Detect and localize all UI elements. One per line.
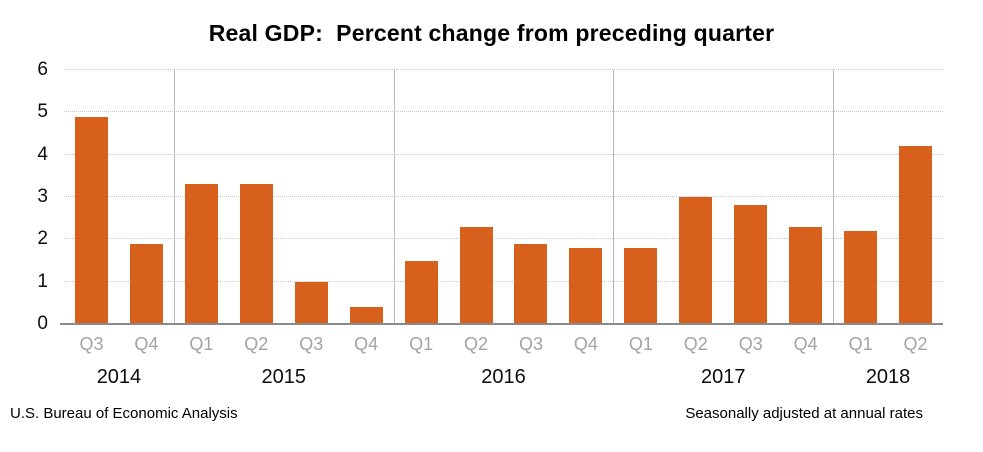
bar-slot (339, 70, 394, 324)
bar-slot (394, 70, 449, 324)
x-tick-label-Q4-2014: Q4 (134, 334, 159, 354)
bar-slot (833, 70, 888, 324)
y-tick-label-1: 1 (37, 270, 48, 292)
x-tick-label-Q3-2015: Q3 (299, 334, 324, 354)
x-tick-label-Q2-2018: Q2 (903, 334, 928, 354)
x-tick-label-Q2-2015: Q2 (244, 334, 269, 354)
gridline-6 (64, 69, 943, 70)
gridline-1 (64, 280, 943, 282)
bar-slot (888, 70, 943, 324)
year-separator (173, 70, 175, 324)
y-tick-label-3: 3 (37, 186, 48, 207)
bar-Q4-2017 (789, 226, 823, 324)
bar-slot (64, 70, 119, 324)
year-label-2016: 2016 (481, 366, 526, 388)
bar-slot (613, 70, 668, 324)
year-label-2015: 2015 (261, 366, 307, 388)
quarter-labels-row: Q3 Q4 Q1 Q2 Q3 Q4 Q1 Q2 Q3 Q4 Q1 Q2 Q3 Q4 Q1 Q2 (64, 334, 943, 355)
y-tick-label-2: 2 (37, 228, 48, 250)
bar-Q4-2014 (129, 243, 163, 324)
x-tick-label-Q1-2017: Q1 (628, 334, 653, 354)
bar-Q1-2016 (404, 260, 438, 324)
x-tick-label-Q1-2016: Q1 (409, 334, 434, 354)
bar-slot (504, 70, 559, 324)
source-note: U.S. Bureau of Economic Analysis (10, 405, 238, 422)
y-tick-label-6: 6 (37, 59, 48, 80)
bar-slot (119, 70, 174, 324)
x-tick-label-Q4-2016: Q4 (573, 334, 598, 354)
x-tick-label-Q1-2018: Q1 (848, 334, 873, 354)
bar-slot (668, 70, 723, 324)
x-tick-label-Q4-2017: Q4 (793, 334, 818, 354)
gridline-4 (64, 153, 943, 155)
bar-slot (174, 70, 229, 324)
x-axis-baseline (60, 323, 943, 325)
bar-slot (449, 70, 504, 324)
adjustment-note: Seasonally adjusted at annual rates (685, 405, 923, 422)
year-label-2018: 2018 (865, 366, 911, 388)
x-tick-label-Q2-2016: Q2 (464, 334, 489, 354)
y-tick-label-0: 0 (37, 313, 48, 334)
bar-Q3-2017 (734, 205, 768, 324)
bar-Q1-2018 (844, 230, 878, 324)
bar-Q2-2018 (899, 146, 932, 324)
x-tick-label-Q4-2015: Q4 (354, 334, 379, 354)
year-separator (833, 70, 835, 324)
x-tick-label-Q3-2014: Q3 (79, 334, 104, 354)
bar-Q4-2015 (349, 307, 383, 324)
plot-area: 0 1 2 3 4 5 6 (37, 60, 943, 334)
bar-Q1-2017 (624, 247, 658, 324)
bar-Q3-2015 (294, 281, 328, 324)
year-labels-row: 2014 2015 2016 2017 2018 (64, 366, 943, 390)
chart-title: Real GDP: Percent change from preceding … (208, 20, 775, 46)
bar-Q1-2015 (184, 184, 218, 324)
bar-slot (284, 70, 339, 324)
bar-slot (778, 70, 833, 324)
x-tick-label-Q3-2016: Q3 (518, 334, 543, 354)
bar-Q2-2017 (679, 197, 713, 324)
x-tick-label-Q1-2015: Q1 (189, 334, 214, 354)
bar-Q4-2016 (569, 247, 603, 324)
bar-Q2-2015 (239, 184, 273, 324)
year-separator (393, 70, 395, 324)
year-separator (613, 70, 615, 324)
bar-Q3-2014 (74, 116, 108, 324)
bar-slot (558, 70, 613, 324)
bars-layer (64, 70, 943, 324)
bar-slot (229, 70, 284, 324)
gridline-5 (64, 111, 943, 113)
year-label-2014: 2014 (96, 366, 142, 388)
year-label-2017: 2017 (701, 366, 746, 388)
gridline-2 (64, 238, 943, 240)
y-tick-label-4: 4 (37, 143, 48, 165)
x-tick-label-Q3-2017: Q3 (738, 334, 763, 354)
x-tick-label-Q2-2017: Q2 (683, 334, 708, 354)
bar-Q2-2016 (459, 226, 493, 324)
bar-slot (723, 70, 778, 324)
y-tick-label-5: 5 (37, 101, 48, 123)
bar-Q3-2016 (514, 243, 548, 324)
gridline-3 (64, 196, 943, 197)
